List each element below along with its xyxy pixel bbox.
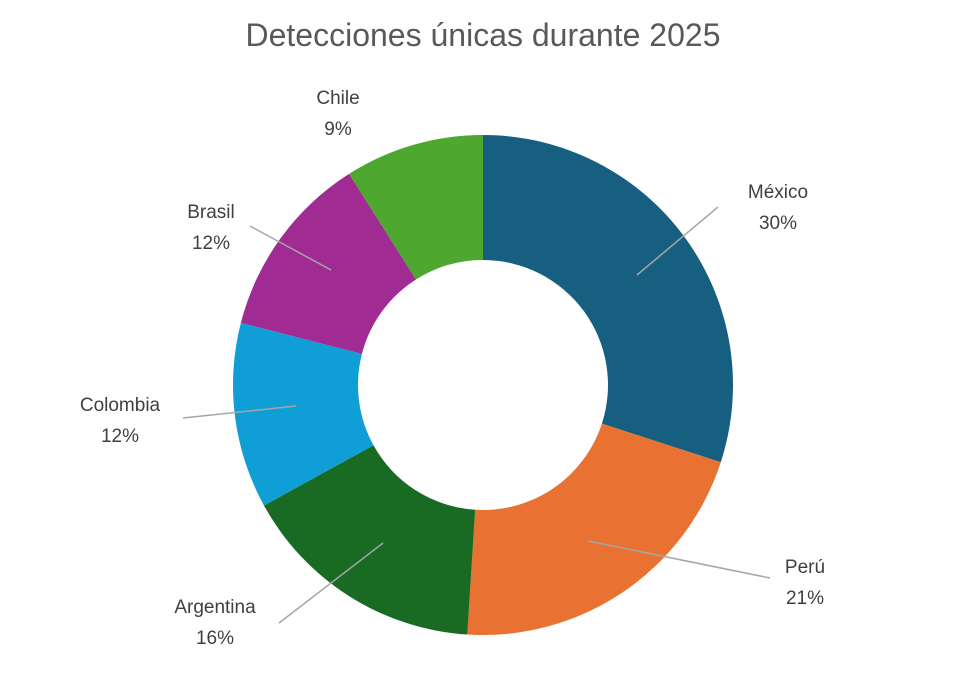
slice-brasil [240, 173, 417, 354]
slice-peru [467, 423, 721, 635]
slice-argentina [263, 445, 476, 635]
category-label: Chile [316, 88, 359, 109]
leader-line [587, 540, 771, 579]
percent-label: 12% [101, 426, 139, 447]
category-label: Brasil [187, 202, 235, 223]
slice-chile [349, 135, 483, 280]
leader-line [182, 405, 297, 419]
slice-colombia [233, 322, 374, 506]
leader-line [249, 225, 332, 271]
category-label: Argentina [174, 597, 256, 618]
slice-mexico [483, 135, 734, 463]
leader-line [636, 206, 719, 276]
category-label: Colombia [80, 395, 161, 416]
percent-label: 16% [196, 628, 234, 649]
category-label: Perú [785, 557, 825, 578]
percent-label: 12% [192, 233, 230, 254]
category-label: México [748, 182, 808, 203]
percent-label: 9% [324, 119, 352, 140]
chart-title: Detecciones únicas durante 2025 [246, 17, 721, 53]
percent-label: 21% [786, 588, 824, 609]
percent-label: 30% [759, 213, 797, 234]
leader-line [278, 542, 384, 624]
